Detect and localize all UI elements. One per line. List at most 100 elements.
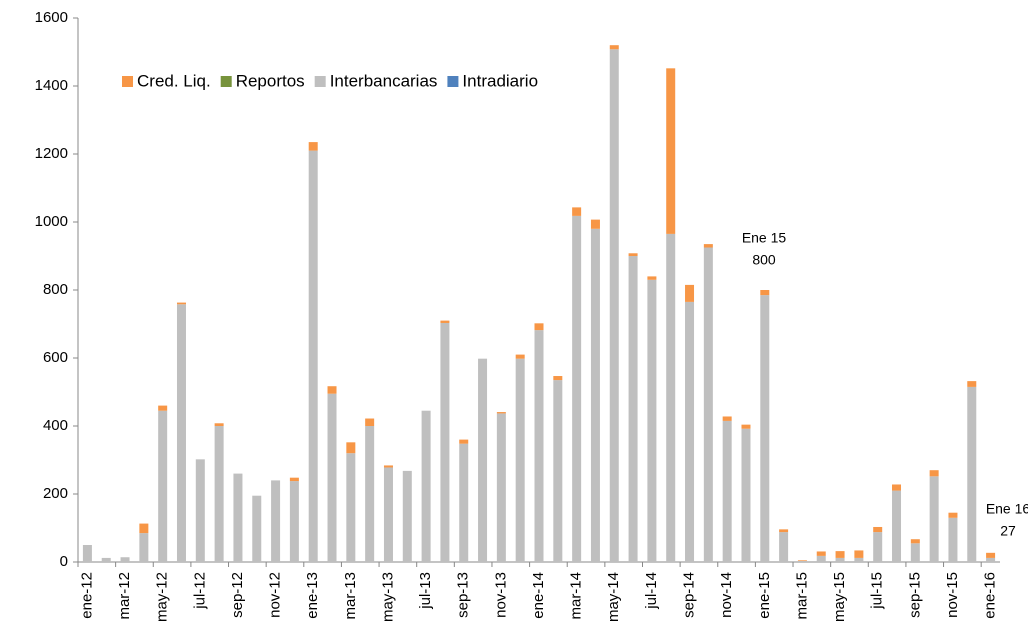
bar-segment — [722, 420, 732, 562]
x-tick-label: jul-15 — [869, 572, 886, 610]
bar-segment — [534, 330, 544, 562]
bar-segment — [703, 244, 713, 248]
bar-segment — [609, 49, 619, 562]
bar-segment — [929, 476, 939, 562]
bar-segment — [459, 439, 469, 444]
x-tick-label: mar-12 — [116, 572, 133, 620]
bar-segment — [628, 253, 638, 256]
bar-segment — [910, 543, 920, 562]
x-tick-label: may-12 — [154, 572, 171, 622]
bar-segment — [760, 290, 770, 296]
y-tick-label: 600 — [43, 349, 68, 366]
x-tick-label: may-15 — [831, 572, 848, 622]
x-tick-label: ene-15 — [756, 572, 773, 619]
bar-segment — [271, 480, 281, 562]
bar-segment — [722, 416, 732, 421]
y-tick-label: 0 — [60, 553, 68, 570]
x-tick-label: mar-15 — [793, 572, 810, 620]
x-tick-label: nov-12 — [267, 572, 284, 618]
bar-segment — [327, 393, 337, 562]
x-tick-label: nov-14 — [718, 572, 735, 618]
legend-swatch — [447, 76, 459, 87]
y-tick-label: 400 — [43, 417, 68, 434]
bar-segment — [967, 386, 977, 562]
x-tick-label: nov-13 — [492, 572, 509, 618]
bar-segment — [158, 410, 168, 562]
x-tick-label: nov-15 — [944, 572, 961, 618]
x-tick-label: ene-14 — [530, 572, 547, 619]
bar-segment — [892, 484, 902, 491]
legend-label: Cred. Liq. — [137, 71, 211, 90]
bar-segment — [139, 523, 149, 534]
bar-segment — [892, 490, 902, 562]
bar-segment — [478, 358, 488, 562]
x-tick-label: mar-14 — [568, 572, 585, 620]
bar-segment — [685, 301, 695, 562]
legend-label: Intradiario — [462, 71, 538, 90]
bar-segment — [628, 256, 638, 562]
bar-segment — [967, 381, 977, 387]
bar-segment — [289, 477, 299, 482]
bar-segment — [120, 557, 130, 562]
bar-segment — [101, 557, 111, 562]
bar-segment — [214, 423, 224, 426]
bar-segment — [873, 526, 883, 533]
bar-segment — [797, 560, 807, 561]
bar-segment — [986, 552, 996, 558]
x-tick-label: jul-12 — [191, 572, 208, 610]
bar-segment — [948, 512, 958, 518]
bar-segment — [308, 150, 318, 562]
bar-segment — [346, 453, 356, 562]
bar-segment — [590, 228, 600, 563]
legend-label: Reportos — [236, 71, 305, 90]
x-tick-label: may-13 — [379, 572, 396, 622]
bar-segment — [647, 279, 657, 562]
bar-segment — [948, 517, 958, 562]
y-tick-label: 1200 — [35, 145, 68, 162]
x-tick-label: mar-13 — [342, 572, 359, 620]
bar-segment — [139, 533, 149, 562]
bar-segment — [553, 376, 563, 381]
x-tick-label: jul-14 — [643, 572, 660, 610]
bar-segment — [910, 539, 920, 544]
bar-segment — [760, 295, 770, 562]
bar-segment — [383, 465, 393, 468]
annotation: Ene 16 — [986, 501, 1028, 517]
y-tick-label: 1400 — [35, 77, 68, 94]
bar-segment — [176, 302, 186, 305]
bar-segment — [666, 68, 676, 234]
legend-swatch — [220, 76, 232, 87]
legend-label: Interbancarias — [330, 71, 438, 90]
bar-segment — [515, 358, 525, 562]
y-tick-label: 1600 — [35, 9, 68, 26]
annotation: 27 — [1000, 523, 1016, 539]
bar-segment — [854, 550, 864, 558]
x-tick-label: may-14 — [605, 572, 622, 622]
bar-segment — [534, 323, 544, 331]
bar-segment — [741, 428, 751, 562]
bar-segment — [252, 495, 262, 562]
bar-segment — [459, 443, 469, 562]
bar-segment — [779, 532, 789, 562]
bar-segment — [873, 532, 883, 562]
bar-segment — [496, 413, 506, 562]
bar-segment — [685, 284, 695, 302]
x-tick-label: ene-12 — [78, 572, 95, 619]
bar-segment — [308, 142, 318, 151]
legend-swatch — [122, 76, 133, 87]
annotation: 800 — [752, 252, 776, 268]
y-tick-label: 200 — [43, 485, 68, 502]
bar-segment — [195, 459, 205, 562]
x-tick-label: jul-13 — [417, 572, 434, 610]
bar-segment — [214, 426, 224, 562]
bar-segment — [158, 405, 168, 411]
bar-segment — [609, 45, 619, 50]
y-tick-label: 800 — [43, 281, 68, 298]
bar-segment — [572, 215, 582, 562]
bar-segment — [779, 529, 789, 533]
bar-segment — [421, 410, 431, 562]
legend-swatch — [314, 76, 326, 87]
x-tick-label: ene-16 — [982, 572, 999, 619]
bar-segment — [346, 442, 356, 454]
